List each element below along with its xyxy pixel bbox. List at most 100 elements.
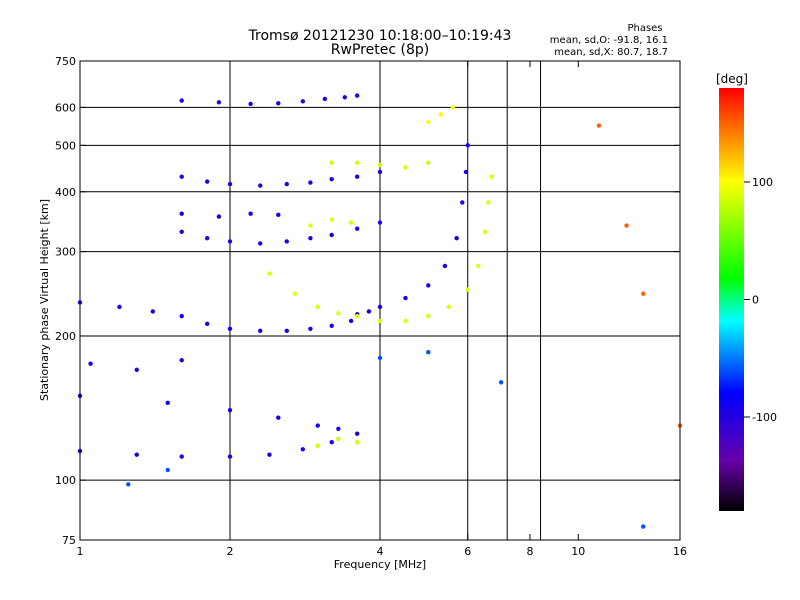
data-point [227,239,233,244]
chart-subtitle: RwPretec (8p) [331,42,429,58]
data-point [179,313,184,319]
data-point [329,176,334,182]
data-point [204,179,210,184]
data-point [329,232,334,238]
data-point [348,220,354,225]
y-tick-label: 200 [55,330,76,343]
y-axis-label: Stationary phase Virtual Height [km] [38,199,51,401]
data-point [308,223,313,228]
data-point [377,162,383,168]
data-point [315,304,320,310]
colorbar-ticks: 100 0 -100 [744,176,777,424]
data-point [276,212,281,218]
data-point [465,143,470,148]
data-point [165,467,170,473]
data-point [308,326,313,332]
y-tick-label: 750 [55,55,76,68]
data-point [426,349,431,355]
colorbar-tick-label: 0 [752,294,759,307]
data-point [482,229,488,234]
data-point [377,318,383,324]
data-point [336,311,341,316]
data-point [377,355,383,361]
data-point [354,440,360,445]
data-point [366,309,372,314]
y-tick-label: 100 [55,474,76,487]
data-point [498,380,504,385]
data-point [88,361,93,366]
data-point [329,217,334,222]
data-point [258,328,263,334]
colorbar-tick-label: 100 [752,176,773,189]
data-point [267,452,272,457]
data-point [446,304,452,310]
data-point [403,318,408,324]
data-point [284,328,289,334]
data-point [403,165,408,170]
data-point [377,169,383,175]
data-point [315,423,320,428]
data-point [403,295,408,301]
data-point [227,454,233,459]
data-point [322,96,328,102]
data-point [276,101,281,106]
data-point [227,326,233,332]
data-point [300,99,306,104]
data-point [426,283,431,288]
data-point [463,169,469,175]
x-tick-label: 4 [377,545,384,558]
data-point [248,211,253,216]
y-tick-label: 400 [55,186,76,199]
y-tick-label: 300 [55,246,76,259]
data-point [486,200,491,205]
data-point [216,214,222,219]
data-point [329,160,334,165]
data-point [179,211,184,216]
data-point [465,287,470,292]
data-point [165,400,170,406]
data-point [315,443,320,448]
data-point [179,174,184,179]
x-tick-label: 1 [77,545,84,558]
data-point [179,98,184,103]
data-point [284,239,289,244]
data-point [454,235,459,241]
data-points [77,93,683,529]
data-point [179,229,184,234]
chart-title: Tromsø 20121230 10:18:00–10:19:43 [248,28,512,44]
data-point [460,200,465,205]
data-point [336,436,341,441]
data-point [489,174,494,179]
y-tick-label: 75 [62,534,76,547]
colorbar-tick-label: -100 [752,411,777,424]
x-tick-label: 16 [673,545,687,558]
data-point [596,123,602,128]
x-axis-ticks: 1 2 4 6 8 10 16 [77,61,687,558]
data-point [308,235,313,241]
colorbar-label: [deg] [716,72,748,86]
data-point [624,223,629,228]
x-tick-label: 8 [527,545,534,558]
data-point [329,440,334,445]
data-point [348,318,354,324]
x-tick-label: 6 [464,545,471,558]
data-point [204,321,210,327]
data-point [641,524,646,529]
data-point [227,407,233,413]
data-point [126,482,131,487]
data-point [179,358,184,363]
stats-line-x: mean, sd,X: 80.7, 18.7 [554,47,668,58]
y-tick-label: 500 [55,139,76,152]
data-point [426,313,431,319]
data-point [329,323,334,329]
data-point [292,291,298,296]
x-tick-label: 10 [571,545,585,558]
y-tick-label: 600 [55,101,76,114]
data-point [641,291,646,296]
data-point [354,174,360,179]
data-point [216,100,222,105]
data-point [450,105,456,110]
data-point [204,235,210,241]
